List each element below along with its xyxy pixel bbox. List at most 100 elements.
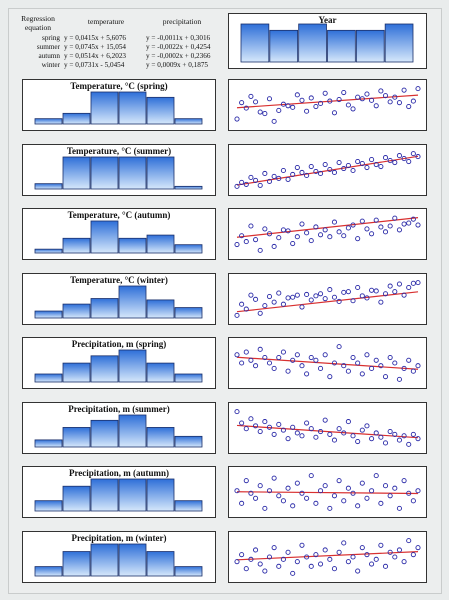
data-point xyxy=(280,427,286,433)
data-point xyxy=(396,376,402,382)
data-point xyxy=(396,227,402,233)
bar xyxy=(298,23,327,63)
data-point xyxy=(313,500,319,506)
data-point xyxy=(290,104,296,110)
bar xyxy=(62,362,91,383)
data-point xyxy=(317,365,324,372)
data-point xyxy=(373,161,379,168)
data-point xyxy=(359,96,365,102)
data-point xyxy=(415,86,421,92)
data-point xyxy=(285,485,291,491)
bar xyxy=(62,237,91,254)
data-point xyxy=(331,493,338,499)
data-point xyxy=(401,87,407,93)
data-point xyxy=(387,549,393,555)
data-point xyxy=(248,223,254,229)
data-point xyxy=(294,480,300,486)
data-point xyxy=(313,224,319,230)
data-point xyxy=(364,91,370,97)
data-point xyxy=(239,301,245,307)
data-point xyxy=(359,371,365,377)
data-point xyxy=(364,226,370,232)
bar xyxy=(90,156,119,190)
chart-title: Temperature, °C (spring) xyxy=(70,81,168,91)
bar xyxy=(62,303,91,319)
data-point xyxy=(392,94,398,100)
equation-season: spring xyxy=(42,34,60,42)
equation-temperature: y = 0,0415x + 5,6076 xyxy=(64,34,127,42)
data-point xyxy=(317,429,324,435)
data-point xyxy=(234,116,240,122)
data-point xyxy=(299,97,305,103)
data-point xyxy=(317,291,324,297)
bar-chart xyxy=(34,349,203,383)
bar xyxy=(118,478,147,512)
scatter-plot xyxy=(234,538,421,576)
data-point xyxy=(276,290,282,296)
bar xyxy=(146,478,175,512)
data-point xyxy=(336,298,342,304)
scatter-plot xyxy=(234,86,421,124)
data-point xyxy=(271,243,277,250)
data-point xyxy=(396,437,402,443)
data-point xyxy=(285,368,291,374)
data-point xyxy=(299,433,305,439)
data-point xyxy=(341,165,347,172)
data-point xyxy=(350,554,356,560)
scatter-plot xyxy=(234,215,421,253)
data-point xyxy=(387,158,393,164)
data-point xyxy=(299,304,305,310)
data-point xyxy=(285,176,291,182)
data-point xyxy=(401,559,407,565)
data-point xyxy=(308,563,314,569)
data-point xyxy=(341,289,347,295)
data-point xyxy=(280,498,286,504)
data-point xyxy=(280,101,286,107)
scatter-plot xyxy=(234,280,421,318)
bar xyxy=(62,427,91,448)
data-point xyxy=(364,423,370,429)
data-point xyxy=(322,227,328,233)
data-point xyxy=(285,228,291,234)
data-point xyxy=(253,99,259,105)
data-point xyxy=(234,488,240,494)
data-point xyxy=(239,500,245,506)
data-point xyxy=(410,552,416,558)
bar xyxy=(118,285,147,319)
trend-line xyxy=(236,424,419,439)
data-point xyxy=(359,160,365,167)
data-point xyxy=(271,118,277,124)
bar-chart xyxy=(34,220,203,254)
data-point xyxy=(331,294,338,300)
data-point xyxy=(406,284,412,291)
bar xyxy=(174,500,203,512)
data-point xyxy=(345,289,351,295)
bar xyxy=(146,96,175,125)
data-point xyxy=(271,545,277,551)
equation-season: summer xyxy=(36,43,60,51)
data-point xyxy=(355,568,361,574)
data-point xyxy=(382,563,389,569)
data-point xyxy=(382,291,389,297)
bar xyxy=(90,355,119,383)
data-point xyxy=(271,299,277,305)
chart-title: Precipitation, m (winter) xyxy=(71,533,167,543)
data-point xyxy=(406,220,412,226)
bar xyxy=(34,310,63,319)
bar xyxy=(146,427,175,448)
bar-chart xyxy=(34,285,203,319)
data-point xyxy=(355,236,361,242)
trend-line xyxy=(236,155,419,186)
data-point xyxy=(294,559,300,565)
data-point xyxy=(239,552,245,558)
scatter-plot xyxy=(234,473,421,511)
data-point xyxy=(355,159,361,165)
data-point xyxy=(313,552,319,558)
data-point xyxy=(294,164,300,171)
scatter-panel xyxy=(228,79,427,131)
data-point xyxy=(239,360,245,366)
data-point xyxy=(266,178,273,184)
trend-line xyxy=(236,291,419,313)
bar xyxy=(62,112,91,125)
data-point xyxy=(299,221,305,227)
